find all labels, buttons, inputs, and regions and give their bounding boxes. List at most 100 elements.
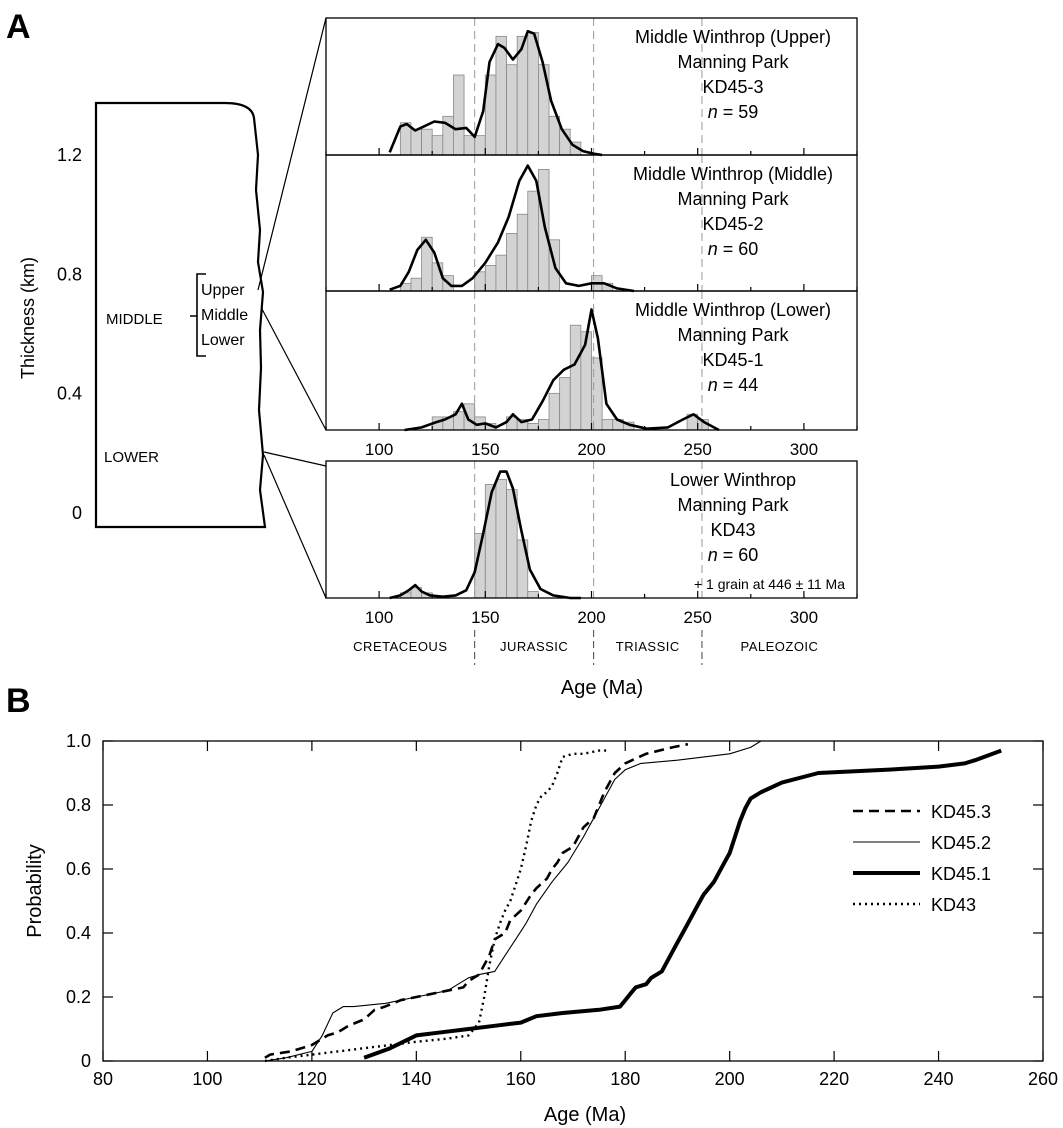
sub-unit-bracket — [190, 273, 206, 357]
legend-label: KD45.2 — [931, 833, 991, 853]
y-tick-label: 0.4 — [66, 923, 91, 943]
sample-count: n = 60 — [708, 545, 759, 565]
histogram-bar — [580, 331, 592, 431]
legend-label: KD45.3 — [931, 802, 991, 822]
histogram-bar — [527, 190, 539, 292]
sample-count: n = 44 — [708, 375, 759, 395]
n-symbol: n — [708, 239, 718, 259]
era-label: TRIASSIC — [616, 639, 680, 654]
sample-count: n = 60 — [708, 239, 759, 259]
histogram-bar — [601, 419, 614, 431]
bracket-label: Lower — [201, 332, 245, 349]
bracket-label: Upper — [201, 282, 245, 299]
chart-frame — [102, 740, 1044, 1062]
sample-title: Lower Winthrop — [670, 470, 796, 490]
probability-density-curve — [389, 164, 635, 293]
age-tick-label: 200 — [577, 608, 605, 627]
age-tick-label: 250 — [684, 440, 712, 459]
sample-location: Manning Park — [677, 189, 789, 209]
x-tick-label: 100 — [192, 1069, 222, 1089]
histogram-bar — [431, 135, 444, 156]
sample-id: KD43 — [710, 520, 755, 540]
era-label: JURASSIC — [500, 639, 568, 654]
era-label: CRETACEOUS — [353, 639, 447, 654]
unit-label-middle: MIDDLE — [106, 311, 163, 328]
probability-density-curve — [389, 470, 581, 600]
sample-location: Manning Park — [677, 325, 789, 345]
x-tick-label: 180 — [610, 1069, 640, 1089]
connector-line — [261, 308, 327, 431]
n-value: = 60 — [718, 239, 759, 259]
connector-line — [263, 451, 327, 467]
panel-a-letter: A — [6, 8, 31, 46]
histogram-bar — [463, 403, 476, 431]
age-tick-label: 300 — [790, 440, 818, 459]
extra-grain-note: + 1 grain at 446 ± 11 Ma — [694, 576, 845, 592]
histogram-bar — [538, 168, 550, 292]
histogram-bar — [559, 377, 571, 431]
age-tick-label: 100 — [365, 608, 393, 627]
era-label: PALEOZOIC — [740, 639, 818, 654]
sample-title: Middle Winthrop (Middle) — [633, 164, 833, 184]
column-outline — [94, 101, 267, 529]
histogram-bar — [527, 32, 539, 156]
histogram-bar — [474, 135, 486, 156]
thickness-tick-label: 0.4 — [57, 384, 82, 404]
age-tick-label: 300 — [790, 608, 818, 627]
age-tick-label: 150 — [471, 608, 499, 627]
age-tick-label: 100 — [365, 440, 393, 459]
age-axis-title-a: Age (Ma) — [561, 677, 643, 699]
histogram-panel-3: Middle Winthrop (Lower) Manning Park KD45-… — [325, 290, 858, 432]
y-tick-label: 0 — [81, 1051, 91, 1071]
histogram-bar — [548, 392, 561, 431]
probability-density-curve — [388, 29, 603, 157]
bracket-label: Middle — [201, 307, 248, 324]
n-value: = 44 — [718, 375, 759, 395]
thickness-tick-label: 0 — [72, 503, 82, 523]
histogram-bar — [527, 591, 539, 599]
x-tick-label: 120 — [297, 1069, 327, 1089]
n-symbol: n — [708, 102, 718, 122]
histogram-bar — [410, 128, 422, 156]
legend-label: KD43 — [931, 895, 976, 915]
x-tick-label: 160 — [506, 1069, 536, 1089]
stratigraphic-column: 1.2 0.8 0.4 0 Thickness (km) MIDDLE LOWER Upper… — [18, 101, 267, 529]
histogram-bar — [506, 232, 518, 292]
sample-count: n = 59 — [708, 102, 759, 122]
sample-id: KD45-2 — [702, 214, 763, 234]
connector-line — [257, 17, 327, 291]
series-line-kd43 — [264, 749, 610, 1063]
y-tick-label: 0.2 — [66, 987, 91, 1007]
histogram-panel-2: Middle Winthrop (Middle) Manning Park KD45… — [325, 154, 858, 293]
thickness-tick-label: 1.2 — [57, 145, 82, 165]
histogram-bar — [484, 264, 497, 292]
y-tick-label: 0.6 — [66, 859, 91, 879]
x-tick-label: 80 — [93, 1069, 113, 1089]
x-axis-title: Age (Ma) — [544, 1104, 626, 1126]
sample-location: Manning Park — [677, 495, 789, 515]
sample-location: Manning Park — [677, 52, 789, 72]
histogram-bar — [527, 423, 539, 431]
y-tick-label: 0.8 — [66, 795, 91, 815]
thickness-tick-label: 0.8 — [57, 264, 82, 284]
x-tick-label: 200 — [715, 1069, 745, 1089]
series-line-kd45-2 — [264, 740, 762, 1062]
histogram-bar — [569, 324, 582, 431]
sample-title: Middle Winthrop (Lower) — [635, 300, 831, 320]
histogram-bar — [495, 478, 507, 599]
probability-density-curve — [404, 308, 720, 432]
n-symbol: n — [708, 375, 718, 395]
legend: KD45.3 KD45.2 KD45.1 KD43 — [853, 802, 991, 915]
n-value: = 59 — [718, 102, 759, 122]
sample-title: Middle Winthrop (Upper) — [635, 27, 831, 47]
histogram-bar — [538, 419, 550, 431]
series-line-kd45-3 — [264, 742, 689, 1059]
sample-id: KD45-3 — [702, 77, 763, 97]
y-axis-title: Probability — [24, 844, 46, 937]
histogram-bar — [453, 74, 465, 156]
histogram-bar — [495, 35, 507, 156]
sample-id: KD45-1 — [702, 350, 763, 370]
thickness-axis-title: Thickness (km) — [18, 257, 38, 379]
panel-b-letter: B — [6, 682, 31, 720]
